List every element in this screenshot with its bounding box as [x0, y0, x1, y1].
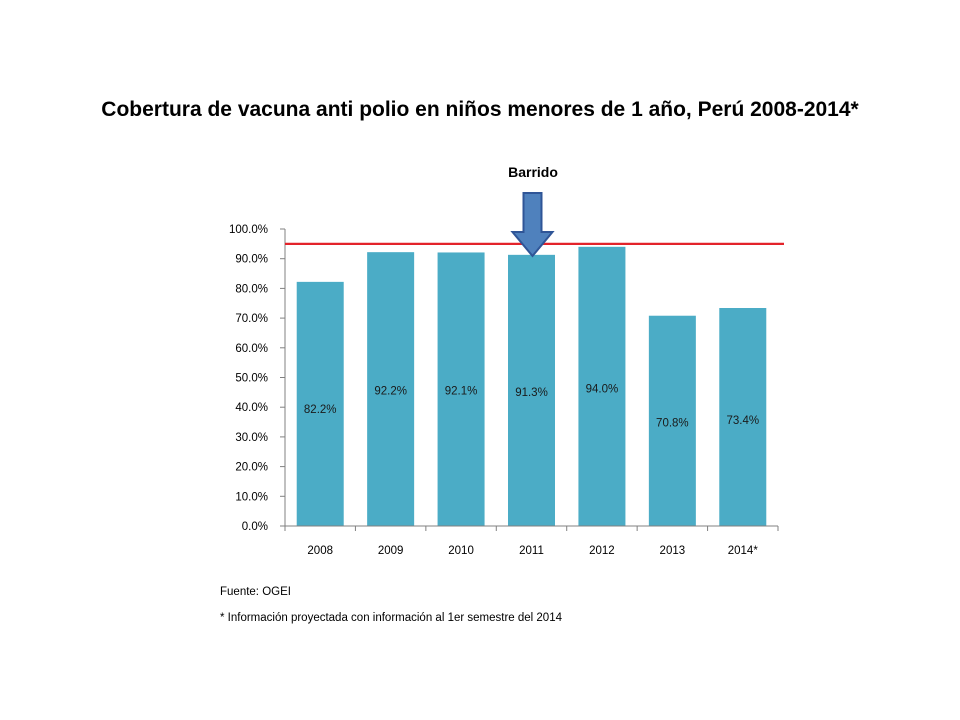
data-label: 92.2% — [374, 385, 407, 397]
x-tick-label: 2013 — [660, 545, 686, 557]
y-tick-label: 90.0% — [235, 254, 268, 266]
bars — [296, 246, 767, 527]
y-tick-label: 20.0% — [235, 462, 268, 474]
data-labels: 82.2% 92.2% 92.1% 91.3% 94.0% 70.8% 73.4% — [304, 383, 759, 429]
x-tick-label: 2014* — [728, 545, 759, 557]
barrido-arrow-group — [510, 192, 555, 258]
chart-title: Cobertura de vacuna anti polio en niños … — [101, 98, 859, 121]
bar-2013 — [648, 315, 696, 526]
y-tick-label: 80.0% — [235, 283, 268, 295]
y-tick-label: 60.0% — [235, 343, 268, 355]
y-tick-label: 40.0% — [235, 402, 268, 414]
x-tick-label: 2008 — [307, 545, 333, 557]
data-label: 91.3% — [515, 387, 548, 399]
x-tick-label: 2010 — [448, 545, 474, 557]
y-tick-label: 70.0% — [235, 313, 268, 325]
x-tick-label: 2012 — [589, 545, 615, 557]
data-label: 92.1% — [445, 385, 478, 397]
bar-2010 — [437, 252, 485, 526]
data-label: 73.4% — [726, 415, 759, 427]
bar-2011 — [508, 254, 555, 527]
y-tick-label: 100.0% — [229, 224, 268, 236]
data-label: 70.8% — [656, 418, 689, 430]
y-tick-label: 0.0% — [242, 521, 268, 533]
y-tick-label: 10.0% — [235, 491, 268, 503]
source-note: Fuente: OGEI — [220, 586, 291, 598]
bar-2014 — [719, 308, 767, 526]
y-axis: 0.0% 10.0% 20.0% 30.0% 40.0% 50.0% 60.0% 70.0% 8… — [229, 224, 286, 533]
bar-2012 — [578, 246, 626, 526]
x-tick-label: 2011 — [519, 545, 544, 557]
bar-2008 — [296, 281, 344, 526]
x-axis: 2008 2009 2010 2011 2012 2013 2014* — [284, 525, 779, 557]
y-tick-label: 30.0% — [235, 432, 268, 444]
barrido-label: Barrido — [508, 164, 558, 180]
projection-note: * Información proyectada con información… — [220, 612, 562, 624]
x-tick-label: 2009 — [378, 545, 404, 557]
bar-2009 — [367, 252, 415, 526]
barrido-arrow-icon — [510, 192, 555, 258]
data-label: 82.2% — [304, 404, 337, 416]
data-label: 94.0% — [586, 383, 619, 395]
y-tick-label: 50.0% — [235, 373, 268, 385]
